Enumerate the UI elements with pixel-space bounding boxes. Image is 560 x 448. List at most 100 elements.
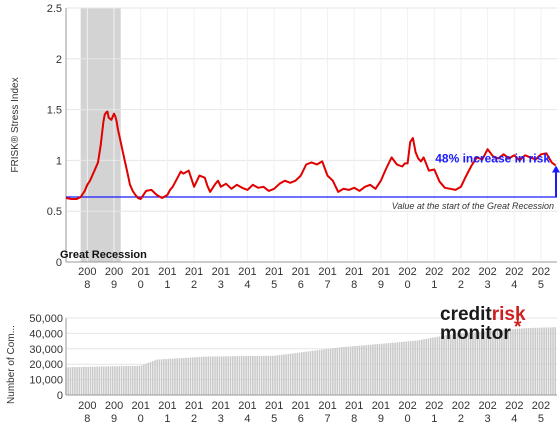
company-count-bar (111, 366, 114, 395)
x-tick-label: 200 (105, 266, 123, 278)
x-tick-label: 8 (351, 413, 357, 425)
x-tick-label: 201 (345, 400, 363, 412)
company-count-bar (120, 366, 123, 395)
x-tick-label: 4 (511, 279, 517, 291)
company-count-bar (461, 333, 463, 395)
company-count-bar (187, 357, 190, 395)
x-tick-label: 201 (292, 266, 310, 278)
company-count-bar (467, 332, 470, 395)
x-tick-label: 201 (212, 400, 230, 412)
company-count-bar (209, 356, 212, 395)
company-count-bar (329, 348, 332, 395)
company-count-bar (105, 366, 107, 395)
logo-part-monitor: monitor (440, 323, 511, 344)
company-count-bar (363, 345, 365, 395)
company-count-bar (487, 331, 490, 395)
x-tick-label: 6 (298, 413, 304, 425)
company-count-bar (496, 330, 499, 395)
company-count-bar (365, 345, 367, 395)
company-count-bar (158, 359, 161, 395)
company-count-bar (463, 333, 465, 395)
company-count-bar (305, 351, 307, 395)
company-count-bar (509, 329, 512, 395)
company-count-bar (258, 355, 261, 395)
company-count-bar (154, 360, 156, 395)
company-count-bar (107, 366, 110, 395)
company-count-bar (91, 366, 94, 395)
company-count-bar (521, 328, 523, 395)
company-count-bar (465, 333, 468, 395)
company-count-bar (103, 366, 105, 395)
x-tick-label: 4 (511, 413, 517, 425)
y-axis-label: Number of Com... (6, 325, 17, 404)
increase-annotation: 48% increase in risk (435, 151, 550, 165)
company-count-bar (423, 339, 425, 395)
company-count-bar (434, 337, 436, 395)
company-count-chart: 010,00020,00030,00040,00050,000200820092… (6, 313, 557, 425)
x-tick-label: 3 (218, 413, 224, 425)
x-tick-label: 3 (218, 279, 224, 291)
company-count-bar (478, 331, 481, 395)
company-count-bar (178, 358, 181, 395)
x-tick-label: 1 (164, 413, 170, 425)
x-tick-label: 2 (458, 413, 464, 425)
company-count-bar (205, 356, 207, 395)
company-count-bar (527, 327, 530, 395)
company-count-bar (498, 330, 501, 395)
company-count-bar (85, 366, 87, 395)
company-count-bar (185, 357, 187, 395)
company-count-bar (472, 332, 474, 395)
company-count-bar (94, 366, 96, 395)
company-count-bar (300, 352, 303, 395)
x-tick-label: 5 (271, 413, 277, 425)
company-count-bar (136, 365, 138, 395)
x-tick-label: 8 (351, 279, 357, 291)
x-tick-label: 201 (158, 400, 176, 412)
company-count-bar (229, 356, 232, 395)
company-count-bar (503, 329, 505, 395)
company-count-bar (256, 355, 259, 395)
x-tick-label: 201 (212, 266, 230, 278)
x-tick-label: 202 (452, 400, 470, 412)
company-count-bar (232, 356, 234, 395)
recession-label: Great Recession (60, 249, 147, 261)
company-count-bar (278, 355, 281, 395)
y-axis-label: FRISK® Stress Index (10, 77, 21, 172)
company-count-bar (443, 335, 445, 395)
company-count-bar (336, 347, 339, 395)
company-count-bar (252, 355, 254, 395)
company-count-bar (125, 366, 127, 395)
company-count-bar (98, 366, 101, 395)
company-count-bar (196, 357, 198, 395)
x-tick-label: 5 (271, 279, 277, 291)
x-tick-label: 201 (158, 266, 176, 278)
x-tick-label: 202 (398, 400, 416, 412)
x-tick-label: 1 (164, 279, 170, 291)
x-tick-label: 201 (345, 266, 363, 278)
company-count-bar (352, 346, 354, 395)
company-count-bar (189, 357, 192, 395)
x-tick-label: 3 (485, 279, 491, 291)
company-count-bar (116, 366, 118, 395)
company-count-bar (483, 331, 485, 395)
company-count-bar (292, 353, 294, 395)
x-tick-label: 201 (372, 400, 390, 412)
logo-part-credit: credit (440, 304, 492, 325)
company-count-bar (296, 352, 299, 395)
company-count-bar (263, 355, 265, 395)
company-count-bar (514, 328, 516, 395)
stress-index-chart: 0 0.5 1 1.5 2 2.5 Value at the start of the Gr… (10, 3, 560, 291)
company-count-bar (67, 367, 70, 395)
company-count-bar (474, 332, 476, 395)
company-count-bar (452, 334, 454, 395)
company-count-bar (356, 345, 359, 395)
company-count-bar (289, 353, 292, 395)
company-count-bar (80, 366, 83, 395)
company-count-bar (171, 358, 174, 395)
x-tick-label: 7 (324, 413, 330, 425)
x-tick-label: 201 (265, 266, 283, 278)
company-count-bar (220, 356, 223, 395)
company-count-bar (74, 367, 76, 395)
x-tick-label: 202 (505, 266, 523, 278)
company-count-bar (247, 356, 250, 395)
